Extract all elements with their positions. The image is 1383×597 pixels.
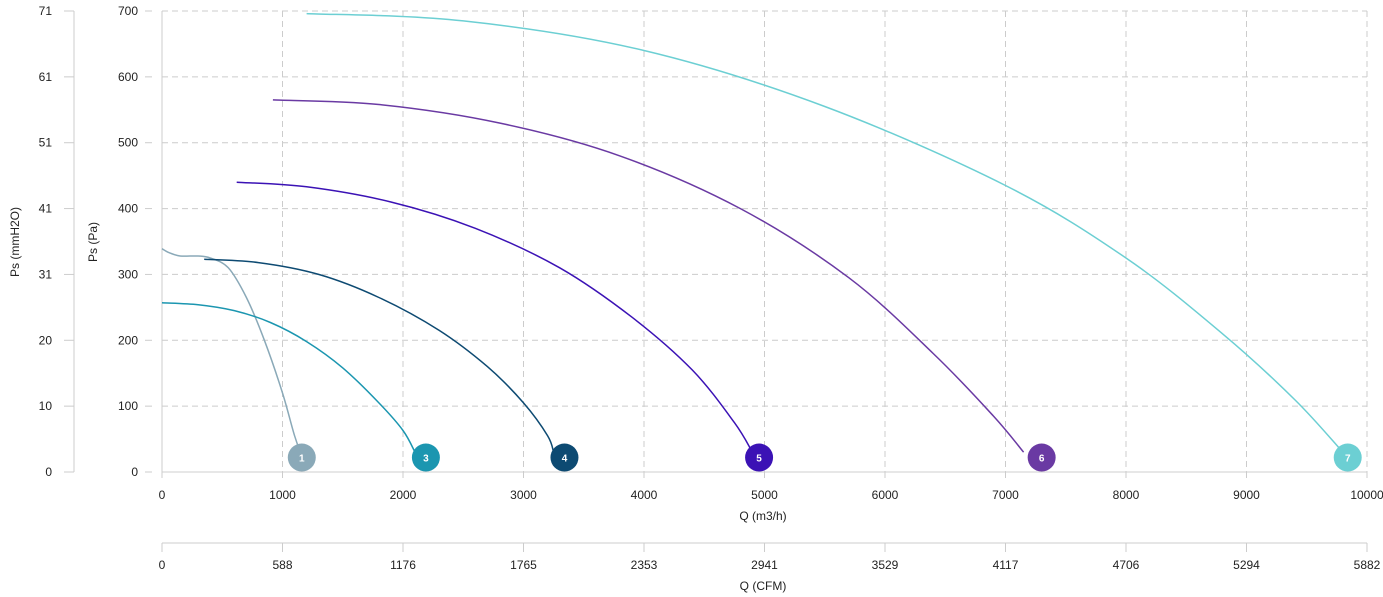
curve-marker-6: [1027, 443, 1056, 472]
x-tick-label-cfm: 4706: [1113, 558, 1140, 572]
y-tick-label-mmh2o: 41: [39, 202, 53, 216]
series-line-6: [272, 99, 1025, 453]
x-tick-label-m3h: 0: [159, 488, 166, 502]
y-tick-label-mmh2o: 51: [39, 136, 53, 150]
y-tick-label-mmh2o: 71: [39, 4, 53, 18]
x-tick-label-m3h: 7000: [992, 488, 1019, 502]
y-tick-label-pa: 100: [118, 399, 138, 413]
curve-marker-4: [550, 443, 579, 472]
x-tick-label-m3h: 8000: [1113, 488, 1140, 502]
x-tick-label-m3h: 3000: [510, 488, 537, 502]
x-tick-label-cfm: 1176: [390, 558, 416, 572]
y-tick-label-pa: 0: [131, 465, 138, 479]
x-tick-label-cfm: 2353: [631, 558, 658, 572]
series-line-7: [306, 12, 1344, 453]
curve-marker-label-7: 7: [1345, 454, 1351, 465]
x-tick-label-m3h: 6000: [872, 488, 899, 502]
y-tick-label-mmh2o: 0: [45, 465, 52, 479]
y-tick-label-mmh2o: 61: [39, 70, 53, 84]
curve-marker-7: [1333, 443, 1362, 472]
x-tick-label-cfm: 0: [159, 558, 166, 572]
axes: 0 1000 2000 3000 4000 5000 6000 7000 8000 9000 100…: [39, 4, 1383, 572]
x-axis-title-m3h: Q (m3/h): [739, 509, 786, 523]
curve-marker-1: [287, 443, 316, 472]
curve-marker-3: [411, 443, 440, 472]
curve-marker-label-6: 6: [1039, 454, 1045, 465]
series-line-1: [161, 248, 302, 453]
x-tick-label-m3h: 4000: [631, 488, 658, 502]
x-tick-label-cfm: 4117: [993, 558, 1019, 572]
y-tick-label-mmh2o: 31: [39, 267, 53, 281]
y-axis-title-mmh2o: Ps (mmH2O): [8, 207, 22, 277]
x-tick-label-cfm: 5294: [1233, 558, 1260, 572]
x-tick-label-m3h: 9000: [1233, 488, 1260, 502]
x-tick-label-cfm: 3529: [872, 558, 899, 572]
y-axis-title-pa: Ps (Pa): [86, 222, 100, 262]
curve-marker-label-3: 3: [423, 454, 429, 465]
y-tick-label-pa: 700: [118, 4, 138, 18]
curve-markers: 1 3 4 5 6 7: [287, 443, 1362, 472]
y-tick-label-pa: 300: [118, 267, 138, 281]
y-tick-label-mmh2o: 10: [39, 399, 53, 413]
series-line-4: [204, 258, 555, 453]
x-tick-label-cfm: 2941: [751, 558, 778, 572]
x-tick-label-m3h: 10000: [1350, 488, 1383, 502]
y-tick-label-pa: 600: [118, 70, 138, 84]
y-tick-label-pa: 400: [118, 202, 138, 216]
x-tick-label-cfm: 1765: [510, 558, 537, 572]
y-tick-label-pa: 200: [118, 333, 138, 347]
curve-marker-label-1: 1: [299, 454, 305, 465]
curve-marker-label-4: 4: [562, 454, 568, 465]
series-line-3: [161, 301, 416, 453]
x-tick-label-cfm: 588: [272, 558, 292, 572]
x-tick-label-m3h: 1000: [269, 488, 296, 502]
curve-marker-5: [745, 443, 774, 472]
grid: [162, 10, 1368, 473]
x-tick-label-m3h: 2000: [390, 488, 417, 502]
curve-marker-label-5: 5: [756, 454, 762, 465]
x-tick-label-cfm: 5882: [1354, 558, 1381, 572]
series: [161, 12, 1344, 453]
y-tick-label-pa: 500: [118, 136, 138, 150]
x-tick-label-m3h: 5000: [751, 488, 778, 502]
series-line-5: [236, 181, 754, 453]
y-tick-label-mmh2o: 20: [39, 333, 53, 347]
x-axis-title-cfm: Q (CFM): [740, 579, 787, 593]
